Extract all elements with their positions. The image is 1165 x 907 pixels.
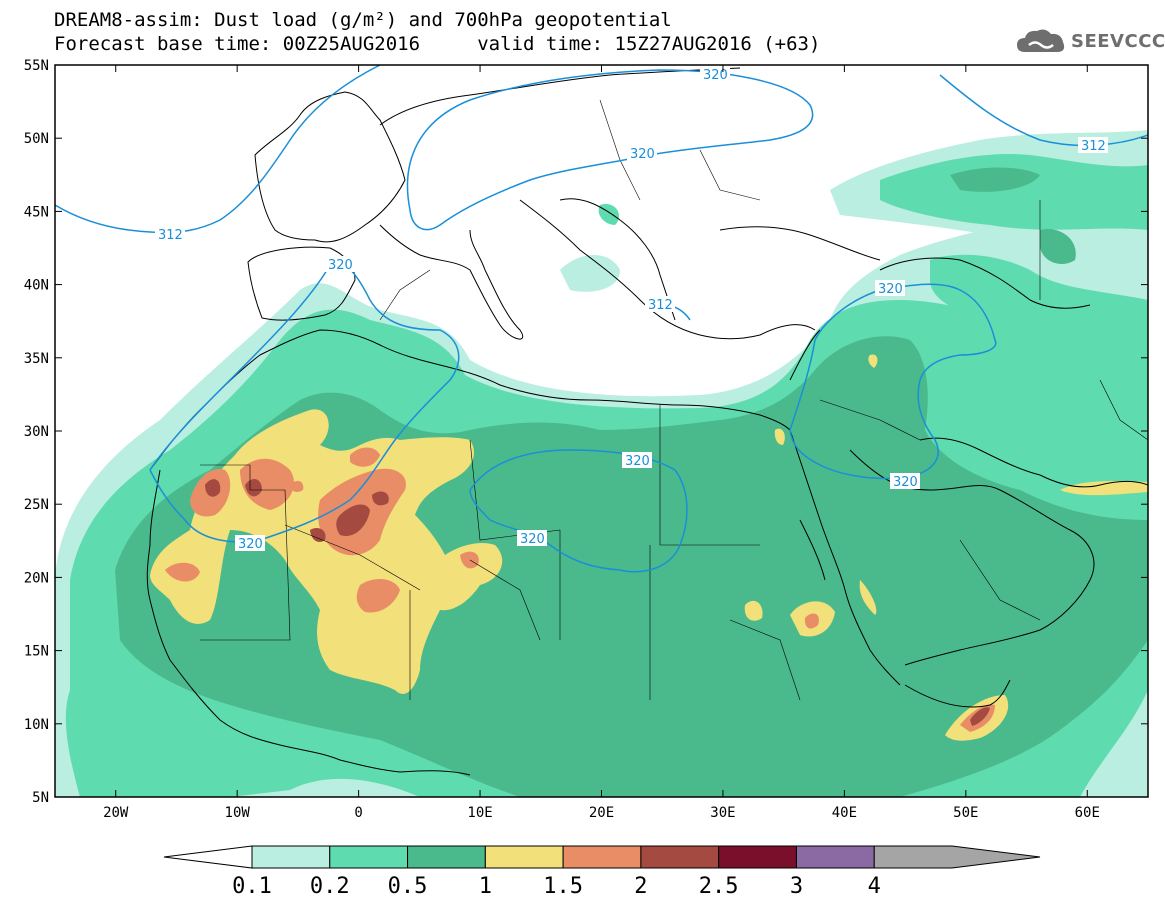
colorbar-swatch-7 bbox=[795, 845, 875, 869]
cloud-logo-icon bbox=[1017, 29, 1065, 52]
x-tick-label-7: 50E bbox=[953, 805, 978, 821]
contour-label-312-atlantic: 312 bbox=[158, 228, 183, 243]
contour-label-320-turkey: 320 bbox=[878, 282, 903, 297]
colorbar-label-5: 2 bbox=[634, 874, 647, 899]
colorbar-over-arrow bbox=[873, 845, 1041, 869]
colorbar-swatch-5 bbox=[640, 845, 720, 869]
colorbar-label-4: 1.5 bbox=[543, 874, 583, 899]
map-title-line-2: Forecast base time: 00Z25AUG2016 valid t… bbox=[54, 33, 821, 55]
y-tick-label-4: 35N bbox=[24, 351, 49, 367]
colorbar-swatch-4 bbox=[562, 845, 642, 869]
contour-label-320-arabia: 320 bbox=[893, 475, 918, 490]
colorbar-label-1: 0.2 bbox=[310, 874, 350, 899]
x-tick-label-3: 10E bbox=[467, 805, 492, 821]
x-tick-label-6: 40E bbox=[832, 805, 857, 821]
y-tick-label-3: 40N bbox=[24, 278, 49, 294]
contour-label-312-aegean: 312 bbox=[648, 298, 673, 313]
dust-field-2 bbox=[205, 478, 990, 726]
y-tick-label-10: 5N bbox=[32, 790, 49, 806]
colorbar-label-2: 0.5 bbox=[388, 874, 428, 899]
colorbar-swatch-0 bbox=[251, 845, 331, 869]
x-tick-label-5: 30E bbox=[710, 805, 735, 821]
colorbar-label-6: 2.5 bbox=[699, 874, 739, 899]
y-tick-label-7: 20N bbox=[24, 570, 49, 586]
contour-label-320-north: 320 bbox=[703, 68, 728, 83]
contour-label-320-iberia: 320 bbox=[328, 258, 353, 273]
map-axes: 20W 10W 0 10E 20E 30E 40E 50E 60E 55N 50N 45N 40N 35N… bbox=[24, 58, 1148, 821]
colorbar-label-0: 0.1 bbox=[232, 874, 272, 899]
contour-label-320-chad: 320 bbox=[520, 532, 545, 547]
y-tick-label-9: 10N bbox=[24, 717, 49, 733]
x-tick-label-4: 20E bbox=[589, 805, 614, 821]
contour-label-320-westafrica: 320 bbox=[238, 537, 263, 552]
country-borders bbox=[200, 99, 1148, 701]
colorbar: 0.1 0.2 0.5 1 1.5 2 2.5 3 4 bbox=[163, 845, 1041, 899]
map-title-line-1: DREAM8-assim: Dust load (g/m²) and 700hP… bbox=[54, 9, 672, 31]
contour-labels: 320 320 312 320 320 312 312 320 320 320 … bbox=[155, 66, 1108, 552]
x-tick-label-2: 0 bbox=[354, 805, 362, 821]
y-tick-label-2: 45N bbox=[24, 204, 49, 220]
x-tick-label-1: 10W bbox=[225, 805, 251, 821]
y-tick-label-5: 30N bbox=[24, 424, 49, 440]
colorbar-swatch-1 bbox=[329, 845, 409, 869]
x-tick-label-0: 20W bbox=[103, 805, 129, 821]
contour-label-320-europe: 320 bbox=[630, 147, 655, 162]
y-tick-label-1: 50N bbox=[24, 131, 49, 147]
colorbar-swatch-3 bbox=[484, 845, 564, 869]
seevccc-logo: SEEVCCC bbox=[1015, 24, 1165, 58]
y-tick-label-0: 55N bbox=[24, 58, 49, 74]
contour-label-312-east: 312 bbox=[1081, 139, 1106, 154]
y-tick-label-6: 25N bbox=[24, 497, 49, 513]
contour-label-320-libya: 320 bbox=[625, 454, 650, 469]
colorbar-swatch-2 bbox=[407, 845, 486, 869]
x-tick-label-8: 60E bbox=[1075, 805, 1100, 821]
colorbar-under-arrow bbox=[163, 845, 253, 869]
logo-text: SEEVCCC bbox=[1071, 30, 1165, 52]
y-tick-label-8: 15N bbox=[24, 644, 49, 660]
colorbar-swatch-6 bbox=[718, 845, 797, 869]
colorbar-label-3: 1 bbox=[479, 874, 492, 899]
map-canvas: 320 320 312 320 320 312 312 320 320 320 … bbox=[55, 65, 1148, 797]
colorbar-label-7: 3 bbox=[790, 874, 803, 899]
colorbar-label-8: 4 bbox=[868, 874, 881, 899]
